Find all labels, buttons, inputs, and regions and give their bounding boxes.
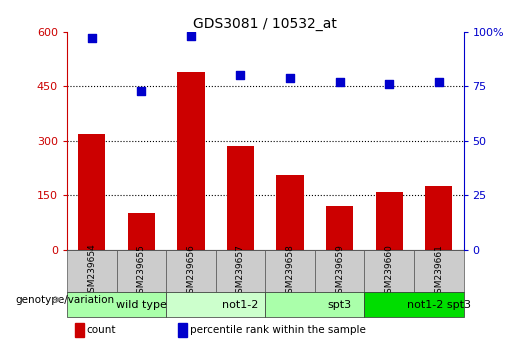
Bar xyxy=(177,72,204,250)
Text: not1-2 spt3: not1-2 spt3 xyxy=(407,300,471,310)
Text: spt3: spt3 xyxy=(328,300,352,310)
Text: not1-2: not1-2 xyxy=(222,300,259,310)
Text: count: count xyxy=(87,325,116,335)
Bar xyxy=(326,206,353,250)
Bar xyxy=(178,323,187,337)
Bar xyxy=(166,250,216,292)
Bar xyxy=(265,292,365,317)
Bar xyxy=(365,250,414,292)
Bar xyxy=(277,175,304,250)
Bar xyxy=(375,192,403,250)
Text: GSM239659: GSM239659 xyxy=(335,244,344,298)
Text: GSM239658: GSM239658 xyxy=(285,244,295,298)
Text: percentile rank within the sample: percentile rank within the sample xyxy=(190,325,366,335)
Bar xyxy=(216,250,265,292)
Point xyxy=(88,35,96,41)
Title: GDS3081 / 10532_at: GDS3081 / 10532_at xyxy=(193,17,337,31)
Point xyxy=(435,79,443,85)
Bar xyxy=(75,323,83,337)
Bar xyxy=(128,213,155,250)
Bar xyxy=(365,292,464,317)
Bar xyxy=(425,186,452,250)
Text: wild type: wild type xyxy=(116,300,167,310)
Text: GSM239661: GSM239661 xyxy=(434,244,443,298)
Bar xyxy=(67,250,116,292)
Text: GSM239656: GSM239656 xyxy=(186,244,195,298)
Bar xyxy=(67,292,166,317)
Text: GSM239655: GSM239655 xyxy=(137,244,146,298)
Text: GSM239654: GSM239654 xyxy=(87,244,96,298)
Bar xyxy=(166,292,265,317)
Bar xyxy=(414,250,464,292)
Point xyxy=(385,81,393,87)
Bar xyxy=(78,133,106,250)
Text: GSM239657: GSM239657 xyxy=(236,244,245,298)
Bar xyxy=(116,250,166,292)
Point xyxy=(286,75,294,80)
Point xyxy=(187,33,195,39)
Point xyxy=(236,73,245,78)
Bar xyxy=(227,146,254,250)
Text: GSM239660: GSM239660 xyxy=(385,244,393,298)
Bar xyxy=(265,250,315,292)
Point xyxy=(137,88,145,93)
Point xyxy=(335,79,344,85)
Bar xyxy=(315,250,365,292)
Text: genotype/variation: genotype/variation xyxy=(15,295,114,305)
